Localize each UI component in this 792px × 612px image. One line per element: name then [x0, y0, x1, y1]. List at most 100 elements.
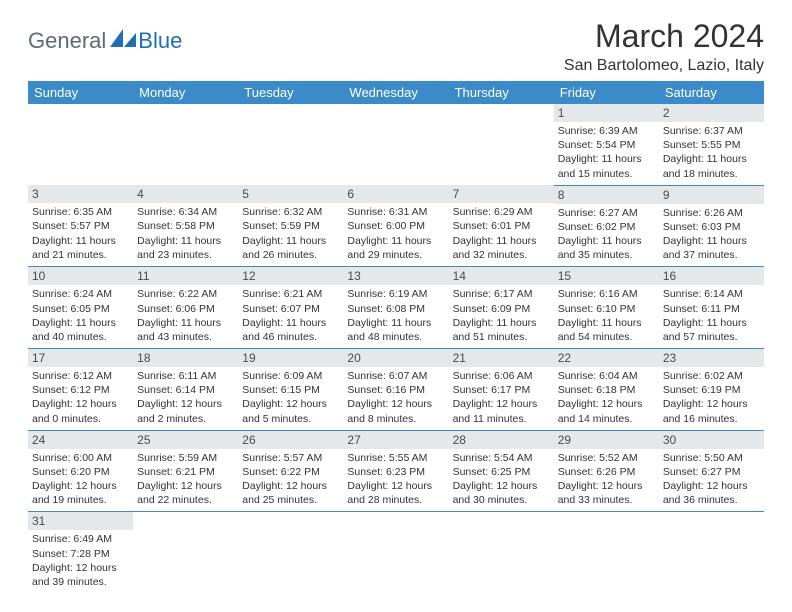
day-body: Sunrise: 5:52 AMSunset: 6:26 PMDaylight:… [554, 449, 659, 512]
calendar-cell: 31Sunrise: 6:49 AMSunset: 7:28 PMDayligh… [28, 512, 133, 593]
calendar-cell: 11Sunrise: 6:22 AMSunset: 6:06 PMDayligh… [133, 267, 238, 349]
location-subtitle: San Bartolomeo, Lazio, Italy [564, 57, 764, 75]
day-body: Sunrise: 5:57 AMSunset: 6:22 PMDaylight:… [238, 449, 343, 512]
day-number-bar: 17 [28, 349, 133, 367]
weekday-header: Thursday [449, 81, 554, 104]
sunset-line: Sunset: 6:27 PM [663, 465, 760, 479]
calendar-cell: 9Sunrise: 6:26 AMSunset: 6:03 PMDaylight… [659, 185, 764, 267]
day-number-bar: 4 [133, 185, 238, 203]
calendar-cell: 12Sunrise: 6:21 AMSunset: 6:07 PMDayligh… [238, 267, 343, 349]
sunset-line: Sunset: 6:14 PM [137, 383, 234, 397]
calendar-cell: 18Sunrise: 6:11 AMSunset: 6:14 PMDayligh… [133, 349, 238, 431]
day-body: Sunrise: 6:00 AMSunset: 6:20 PMDaylight:… [28, 449, 133, 512]
calendar-cell: 3Sunrise: 6:35 AMSunset: 5:57 PMDaylight… [28, 185, 133, 267]
sunset-line: Sunset: 5:58 PM [137, 219, 234, 233]
day-number-bar: 31 [28, 512, 133, 530]
sunrise-line: Sunrise: 6:09 AM [242, 369, 339, 383]
sunset-line: Sunset: 6:21 PM [137, 465, 234, 479]
day-number-bar: 3 [28, 185, 133, 203]
day-body: Sunrise: 6:16 AMSunset: 6:10 PMDaylight:… [554, 285, 659, 348]
daylight-line: Daylight: 11 hours and 32 minutes. [453, 234, 550, 262]
daylight-line: Daylight: 12 hours and 11 minutes. [453, 397, 550, 425]
calendar-cell: 26Sunrise: 5:57 AMSunset: 6:22 PMDayligh… [238, 430, 343, 512]
daylight-line: Daylight: 12 hours and 39 minutes. [32, 561, 129, 589]
sunrise-line: Sunrise: 6:00 AM [32, 451, 129, 465]
sunset-line: Sunset: 6:09 PM [453, 302, 550, 316]
day-body: Sunrise: 6:24 AMSunset: 6:05 PMDaylight:… [28, 285, 133, 348]
day-number-bar [343, 512, 448, 530]
calendar-cell: 5Sunrise: 6:32 AMSunset: 5:59 PMDaylight… [238, 185, 343, 267]
sunset-line: Sunset: 5:54 PM [558, 138, 655, 152]
day-body: Sunrise: 6:21 AMSunset: 6:07 PMDaylight:… [238, 285, 343, 348]
day-number-bar [449, 104, 554, 122]
day-number-bar: 2 [659, 104, 764, 122]
day-number-bar: 25 [133, 431, 238, 449]
daylight-line: Daylight: 11 hours and 15 minutes. [558, 152, 655, 180]
day-body: Sunrise: 6:17 AMSunset: 6:09 PMDaylight:… [449, 285, 554, 348]
daylight-line: Daylight: 11 hours and 46 minutes. [242, 316, 339, 344]
calendar-cell: 29Sunrise: 5:52 AMSunset: 6:26 PMDayligh… [554, 430, 659, 512]
day-body: Sunrise: 5:50 AMSunset: 6:27 PMDaylight:… [659, 449, 764, 512]
day-body: Sunrise: 6:37 AMSunset: 5:55 PMDaylight:… [659, 122, 764, 185]
sunset-line: Sunset: 6:19 PM [663, 383, 760, 397]
calendar-head: SundayMondayTuesdayWednesdayThursdayFrid… [28, 81, 764, 104]
day-number-bar [28, 104, 133, 122]
calendar-table: SundayMondayTuesdayWednesdayThursdayFrid… [28, 81, 764, 593]
calendar-cell: 21Sunrise: 6:06 AMSunset: 6:17 PMDayligh… [449, 349, 554, 431]
sunrise-line: Sunrise: 6:39 AM [558, 124, 655, 138]
daylight-line: Daylight: 12 hours and 14 minutes. [558, 397, 655, 425]
day-body: Sunrise: 6:02 AMSunset: 6:19 PMDaylight:… [659, 367, 764, 430]
day-number-bar: 22 [554, 349, 659, 367]
calendar-cell: 7Sunrise: 6:29 AMSunset: 6:01 PMDaylight… [449, 185, 554, 267]
day-body: Sunrise: 6:26 AMSunset: 6:03 PMDaylight:… [659, 204, 764, 267]
sunset-line: Sunset: 6:18 PM [558, 383, 655, 397]
calendar-cell: 2Sunrise: 6:37 AMSunset: 5:55 PMDaylight… [659, 104, 764, 185]
daylight-line: Daylight: 12 hours and 19 minutes. [32, 479, 129, 507]
calendar-cell [554, 512, 659, 593]
calendar-cell [28, 104, 133, 185]
sunset-line: Sunset: 6:00 PM [347, 219, 444, 233]
title-block: March 2024 San Bartolomeo, Lazio, Italy [564, 18, 764, 75]
weekday-header: Saturday [659, 81, 764, 104]
daylight-line: Daylight: 11 hours and 29 minutes. [347, 234, 444, 262]
calendar-row: 24Sunrise: 6:00 AMSunset: 6:20 PMDayligh… [28, 430, 764, 512]
day-body: Sunrise: 5:55 AMSunset: 6:23 PMDaylight:… [343, 449, 448, 512]
day-body: Sunrise: 6:14 AMSunset: 6:11 PMDaylight:… [659, 285, 764, 348]
sunset-line: Sunset: 5:57 PM [32, 219, 129, 233]
sunrise-line: Sunrise: 6:07 AM [347, 369, 444, 383]
calendar-cell: 27Sunrise: 5:55 AMSunset: 6:23 PMDayligh… [343, 430, 448, 512]
day-number-bar [659, 512, 764, 530]
calendar-cell: 20Sunrise: 6:07 AMSunset: 6:16 PMDayligh… [343, 349, 448, 431]
day-number-bar: 11 [133, 267, 238, 285]
daylight-line: Daylight: 11 hours and 35 minutes. [558, 234, 655, 262]
daylight-line: Daylight: 11 hours and 48 minutes. [347, 316, 444, 344]
sunset-line: Sunset: 7:28 PM [32, 547, 129, 561]
daylight-line: Daylight: 12 hours and 2 minutes. [137, 397, 234, 425]
calendar-row: 31Sunrise: 6:49 AMSunset: 7:28 PMDayligh… [28, 512, 764, 593]
sunrise-line: Sunrise: 6:16 AM [558, 287, 655, 301]
sunset-line: Sunset: 6:06 PM [137, 302, 234, 316]
daylight-line: Daylight: 11 hours and 21 minutes. [32, 234, 129, 262]
calendar-cell: 23Sunrise: 6:02 AMSunset: 6:19 PMDayligh… [659, 349, 764, 431]
sunrise-line: Sunrise: 5:52 AM [558, 451, 655, 465]
sunrise-line: Sunrise: 6:29 AM [453, 205, 550, 219]
day-number-bar: 14 [449, 267, 554, 285]
calendar-cell: 19Sunrise: 6:09 AMSunset: 6:15 PMDayligh… [238, 349, 343, 431]
daylight-line: Daylight: 12 hours and 30 minutes. [453, 479, 550, 507]
calendar-body: 1Sunrise: 6:39 AMSunset: 5:54 PMDaylight… [28, 104, 764, 593]
day-body: Sunrise: 6:06 AMSunset: 6:17 PMDaylight:… [449, 367, 554, 430]
day-number-bar: 10 [28, 267, 133, 285]
sunrise-line: Sunrise: 6:17 AM [453, 287, 550, 301]
day-body: Sunrise: 6:11 AMSunset: 6:14 PMDaylight:… [133, 367, 238, 430]
sunset-line: Sunset: 6:07 PM [242, 302, 339, 316]
day-number-bar: 19 [238, 349, 343, 367]
day-number-bar [554, 512, 659, 530]
sunrise-line: Sunrise: 5:55 AM [347, 451, 444, 465]
daylight-line: Daylight: 12 hours and 8 minutes. [347, 397, 444, 425]
calendar-cell: 25Sunrise: 5:59 AMSunset: 6:21 PMDayligh… [133, 430, 238, 512]
sunrise-line: Sunrise: 6:24 AM [32, 287, 129, 301]
daylight-line: Daylight: 11 hours and 51 minutes. [453, 316, 550, 344]
day-number-bar: 27 [343, 431, 448, 449]
daylight-line: Daylight: 12 hours and 0 minutes. [32, 397, 129, 425]
calendar-cell: 4Sunrise: 6:34 AMSunset: 5:58 PMDaylight… [133, 185, 238, 267]
